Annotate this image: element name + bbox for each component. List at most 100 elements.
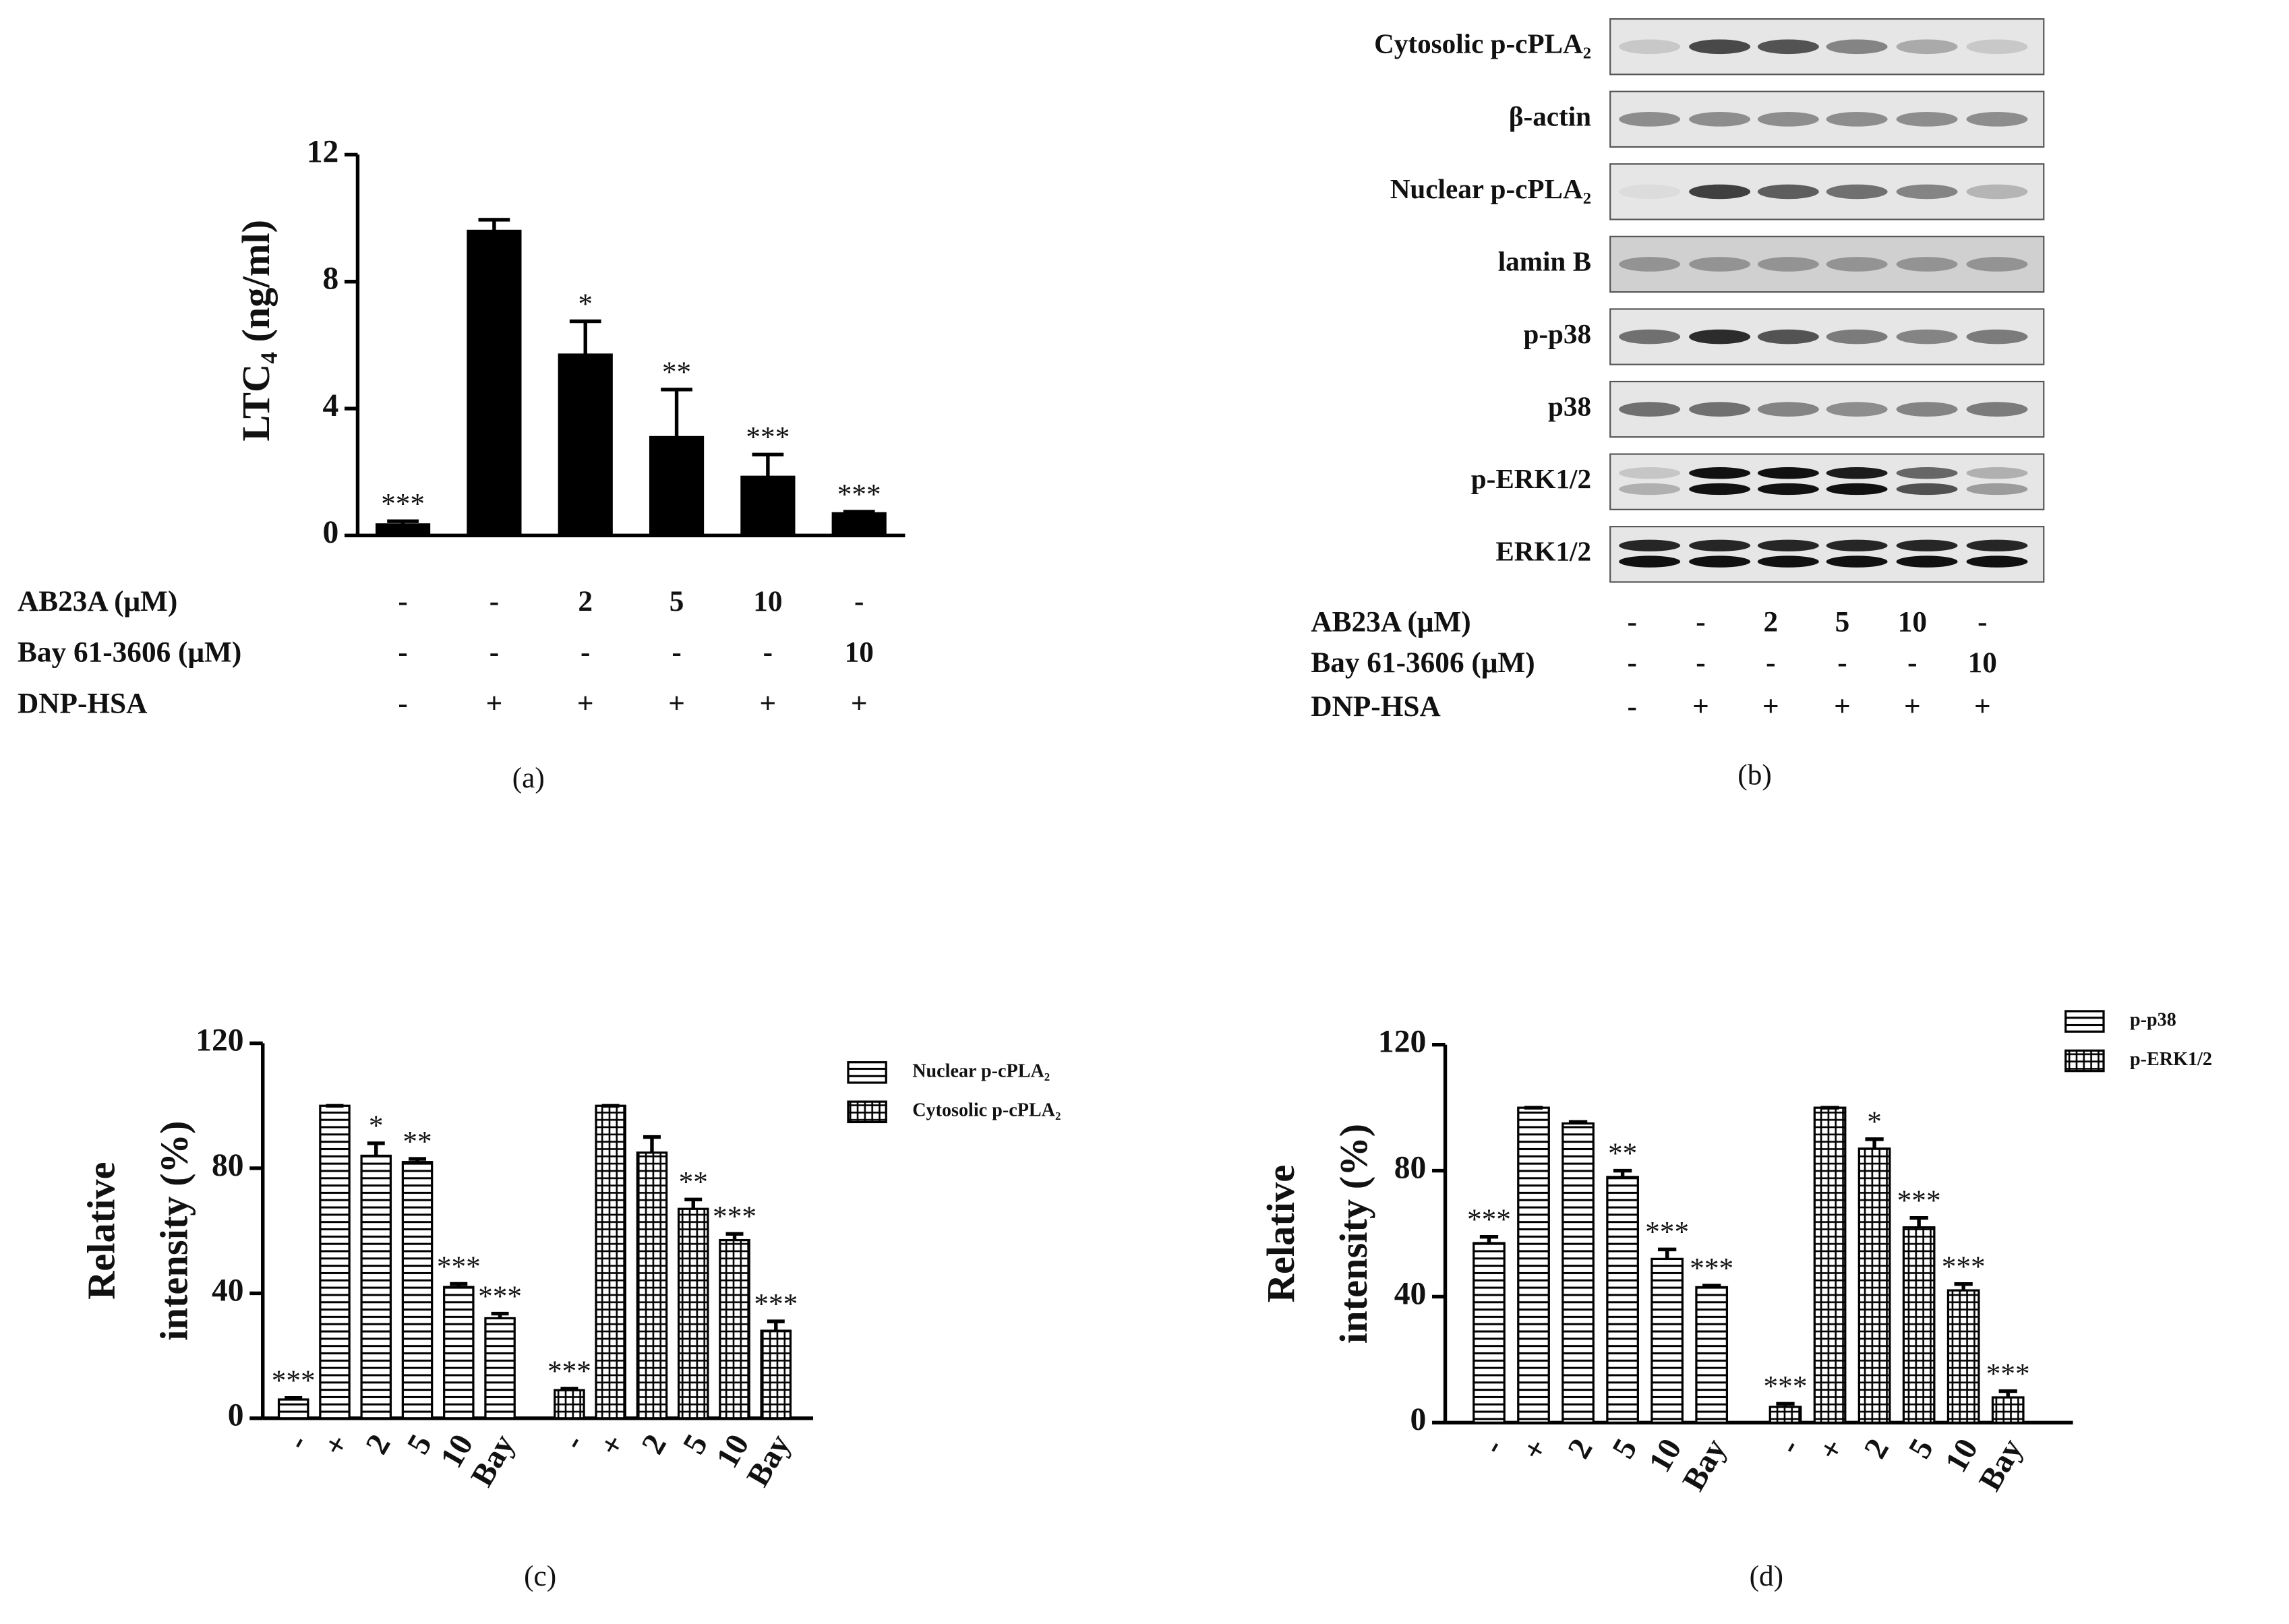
blot-band	[1757, 184, 1819, 200]
significance-label: ***	[1986, 1358, 2030, 1390]
bar	[401, 1161, 434, 1420]
blot-label: p38	[1548, 391, 1591, 422]
legend-label: p-p38	[2130, 1010, 2176, 1031]
blot-band	[1619, 555, 1681, 568]
treatment-value: -	[398, 688, 407, 720]
treatment-value: +	[1762, 690, 1779, 723]
y-tick-label: 80	[1394, 1151, 1427, 1186]
error-bar	[1568, 1120, 1588, 1124]
x-tick-label: +	[593, 1428, 632, 1462]
x-tick-label: +	[317, 1428, 357, 1462]
significance-label: ***	[547, 1355, 591, 1387]
error-bar	[285, 1395, 303, 1400]
x-tick-label: 5	[400, 1428, 439, 1460]
y-tick-label: 0	[323, 515, 339, 550]
blot-band	[1619, 112, 1681, 127]
legend-swatch	[847, 1061, 887, 1084]
bar	[1991, 1396, 2025, 1424]
treatment-value: 5	[1835, 605, 1850, 638]
treatment-value: +	[760, 688, 777, 720]
blot-band	[1966, 112, 2028, 127]
error-bar	[409, 1157, 427, 1162]
blot-band	[1757, 329, 1819, 344]
bar	[467, 229, 522, 537]
error-bar	[1657, 1247, 1677, 1259]
error-bar	[725, 1232, 744, 1240]
treatment-value: -	[1766, 646, 1775, 679]
treatment-value: -	[581, 636, 590, 669]
error-bar	[752, 452, 784, 477]
treatment-value: +	[577, 688, 594, 720]
significance-label: ***	[1897, 1184, 1941, 1217]
blot-band	[1826, 467, 1888, 479]
treatment-value: +	[1904, 690, 1921, 723]
treatment-label: AB23A (μM)	[18, 585, 177, 618]
significance-label: ***	[713, 1201, 756, 1233]
bar	[1473, 1242, 1506, 1424]
error-bar	[1909, 1215, 1928, 1228]
blot-band	[1689, 555, 1751, 568]
treatment-value: -	[854, 585, 864, 618]
error-bar	[450, 1282, 468, 1288]
bar	[558, 353, 613, 537]
treatment-value: -	[1837, 646, 1847, 679]
error-bar	[491, 1311, 509, 1319]
treatment-value: -	[1978, 605, 1987, 638]
significance-label: *	[369, 1110, 384, 1142]
panel-caption: (b)	[1737, 759, 1771, 791]
blot-band	[1619, 402, 1681, 417]
x-tick-label: +	[1516, 1433, 1555, 1466]
error-bar	[661, 388, 692, 438]
bar	[1562, 1122, 1595, 1424]
x-tick-label: Bay	[740, 1428, 798, 1493]
x-tick-label: Bay	[465, 1428, 522, 1493]
treatment-label: DNP-HSA	[18, 688, 147, 720]
panel-caption: (d)	[1750, 1560, 1783, 1592]
y-tick-label: 4	[323, 388, 339, 423]
blot-band	[1896, 539, 1958, 551]
treatment-value: -	[1627, 605, 1636, 638]
blot-band	[1826, 539, 1888, 551]
significance-label: ***	[478, 1280, 522, 1313]
blot-band	[1966, 402, 2028, 417]
blot-band	[1896, 467, 1958, 479]
bar	[740, 475, 796, 537]
x-tick-label: -	[555, 1428, 591, 1455]
legend-label: Cytosolic p-cPLA₂	[912, 1100, 1061, 1121]
bar	[443, 1286, 475, 1420]
bar	[831, 512, 887, 537]
y-tick-label: 0	[228, 1398, 244, 1433]
x-tick-label: 2	[1857, 1433, 1896, 1465]
blot-band	[1757, 257, 1819, 272]
blot-band	[1826, 483, 1888, 495]
blot-band	[1689, 402, 1751, 417]
treatment-value: -	[672, 636, 681, 669]
treatment-value: 10	[1898, 605, 1927, 638]
significance-label: ***	[381, 487, 425, 520]
bar	[277, 1398, 309, 1420]
blot-band	[1689, 483, 1751, 495]
blot-band	[1826, 39, 1888, 55]
significance-label: ***	[272, 1364, 316, 1397]
blot-band	[1896, 555, 1958, 568]
x-tick-label: 2	[635, 1428, 674, 1460]
y-tick-label: 40	[212, 1273, 244, 1308]
bar	[719, 1238, 750, 1420]
blot-band	[1896, 112, 1958, 127]
treatment-value: +	[1692, 690, 1709, 723]
blot-band	[1757, 402, 1819, 417]
blot-band	[1619, 539, 1681, 551]
blot-label: β-actin	[1509, 100, 1591, 131]
bar	[1902, 1226, 1936, 1424]
y-tick-label: 120	[196, 1023, 243, 1058]
bar	[360, 1154, 392, 1420]
treatment-value: -	[1907, 646, 1917, 679]
treatment-value: -	[398, 636, 407, 669]
x-tick-label: 5	[1606, 1433, 1644, 1465]
blot-band	[1689, 112, 1751, 127]
significance-label: **	[662, 356, 691, 388]
legend-label: p-ERK1/2	[2130, 1049, 2212, 1070]
blot-band	[1619, 184, 1681, 200]
significance-label: ***	[754, 1288, 798, 1320]
